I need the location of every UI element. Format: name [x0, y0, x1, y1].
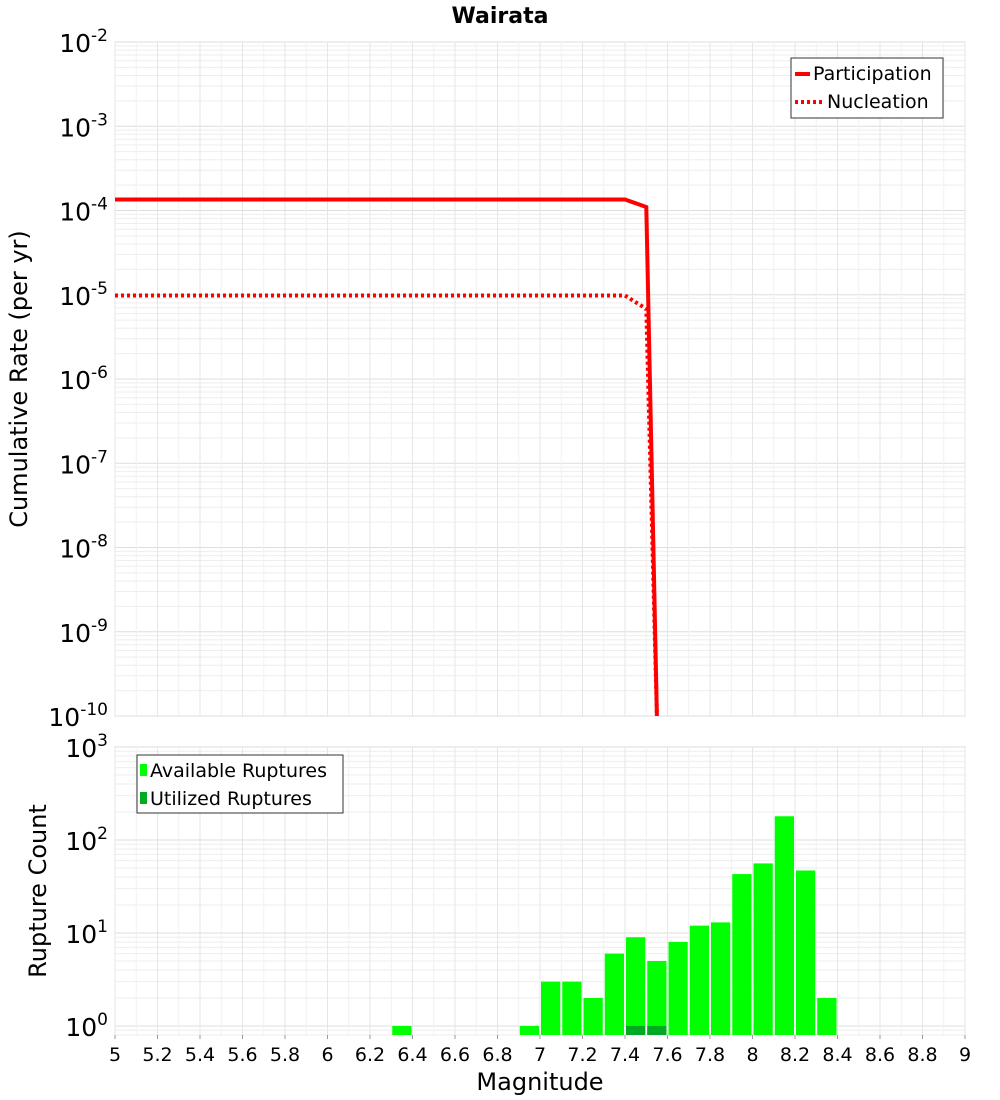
rate-y-tick-label: 10-2 — [59, 26, 108, 58]
nucleation-line — [115, 293, 659, 717]
x-tick-label: 9 — [959, 1044, 971, 1066]
x-tick-label: 8.6 — [865, 1044, 895, 1066]
rate-y-tick-label: 10-8 — [59, 532, 108, 564]
rate-legend: Participation Nucleation — [790, 57, 944, 119]
rate-y-tick-label: 10-6 — [59, 363, 108, 395]
count-y-tick-label: 103 — [65, 731, 108, 763]
x-tick-label: 6 — [321, 1044, 333, 1066]
count-y-tick-label: 100 — [65, 1010, 108, 1042]
rate-panel: 10-10 10-9 10-8 10-7 10-6 10-5 10-4 10-3 10-2 Cu… — [5, 26, 966, 732]
rate-y-tick-label: 10-10 — [48, 700, 108, 732]
rate-y-tick-label: 10-7 — [59, 447, 108, 479]
available-bar — [392, 1025, 412, 1035]
x-tick-label: 6.4 — [397, 1044, 427, 1066]
available-bar — [519, 1025, 539, 1035]
utilized-legend-swatch — [140, 792, 147, 804]
rate-y-tick-label: 10-4 — [59, 195, 108, 227]
count-bars — [392, 816, 837, 1035]
available-bar — [604, 953, 624, 1035]
chart-title: Wairata — [452, 4, 549, 29]
count-y-tick-label: 102 — [65, 824, 108, 856]
rate-series — [115, 197, 659, 717]
x-tick-label: 5.8 — [270, 1044, 300, 1066]
rate-y-tick-label: 10-9 — [59, 616, 108, 648]
count-panel: 100 101 102 103 5 5.2 5.4 5.6 5.8 6 6.2 6.4 6.6 6.8 7… — [24, 731, 971, 1096]
participation-line — [115, 197, 659, 717]
x-tick-label: 6.2 — [355, 1044, 385, 1066]
x-tick-label: 6.8 — [482, 1044, 512, 1066]
x-tick-label: 5.2 — [142, 1044, 172, 1066]
available-bar — [711, 922, 731, 1035]
count-y-tick-label: 101 — [65, 917, 108, 949]
rate-y-ticks: 10-10 10-9 10-8 10-7 10-6 10-5 10-4 10-3 10-2 — [48, 26, 108, 732]
available-bar — [626, 937, 646, 1035]
available-legend-swatch — [140, 764, 147, 776]
nucleation-legend-label: Nucleation — [827, 91, 929, 113]
available-bar — [732, 874, 752, 1035]
available-bar — [583, 997, 603, 1035]
available-bar — [562, 981, 582, 1035]
count-y-ticks: 100 101 102 103 — [65, 731, 108, 1042]
available-bar — [668, 942, 688, 1035]
available-bar — [796, 870, 816, 1035]
x-tick-label: 7.6 — [652, 1044, 682, 1066]
x-tick-label: 7.8 — [695, 1044, 725, 1066]
x-tick-label: 8.4 — [822, 1044, 852, 1066]
available-bar — [753, 863, 773, 1035]
x-tick-label: 7.4 — [610, 1044, 640, 1066]
utilized-bar — [647, 1025, 667, 1035]
rate-y-tick-label: 10-3 — [59, 110, 108, 142]
x-axis-label: Magnitude — [476, 1068, 603, 1096]
x-tick-label: 8.2 — [780, 1044, 810, 1066]
count-legend-box — [136, 754, 344, 814]
available-bar — [541, 981, 561, 1035]
available-bar — [817, 997, 837, 1035]
rate-y-tick-label: 10-5 — [59, 279, 108, 311]
available-bar — [647, 960, 667, 1035]
x-tick-label: 7.2 — [567, 1044, 597, 1066]
x-tick-label: 8.8 — [907, 1044, 937, 1066]
rate-y-axis-label: Cumulative Rate (per yr) — [5, 230, 33, 528]
x-tick-label: 5.4 — [185, 1044, 215, 1066]
count-legend: Available Ruptures Utilized Ruptures — [136, 754, 344, 814]
participation-legend-label: Participation — [813, 63, 932, 85]
available-legend-label: Available Ruptures — [150, 760, 327, 782]
rate-legend-box — [790, 57, 944, 119]
rate-grid — [114, 41, 966, 717]
available-bar — [774, 816, 794, 1035]
utilized-bar — [626, 1025, 646, 1035]
utilized-legend-label: Utilized Ruptures — [150, 788, 312, 810]
x-tick-label: 5 — [109, 1044, 121, 1066]
count-y-axis-label: Rupture Count — [24, 804, 52, 978]
count-x-ticks: 5 5.2 5.4 5.6 5.8 6 6.2 6.4 6.6 6.8 7 7.2 7.4 7.6 7.8 8… — [109, 1035, 971, 1066]
available-bar — [689, 925, 709, 1035]
x-tick-label: 5.6 — [227, 1044, 257, 1066]
x-tick-label: 8 — [746, 1044, 758, 1066]
x-tick-label: 6.6 — [440, 1044, 470, 1066]
x-tick-label: 7 — [534, 1044, 546, 1066]
